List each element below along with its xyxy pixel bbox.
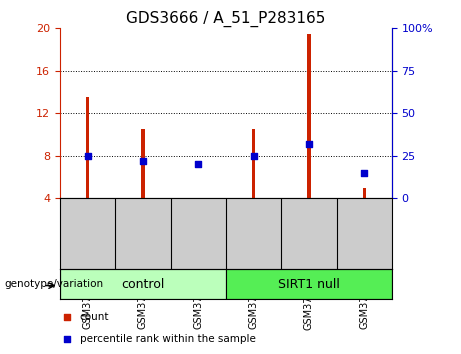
Title: GDS3666 / A_51_P283165: GDS3666 / A_51_P283165 <box>126 11 325 27</box>
Text: genotype/variation: genotype/variation <box>5 279 104 289</box>
Bar <box>86 97 89 198</box>
Text: control: control <box>121 278 165 291</box>
Bar <box>141 129 145 198</box>
Bar <box>226 269 392 299</box>
Point <box>84 153 91 159</box>
Point <box>63 336 70 342</box>
Text: SIRT1 null: SIRT1 null <box>278 278 340 291</box>
Point <box>195 161 202 167</box>
Bar <box>252 129 255 198</box>
Bar <box>362 188 366 198</box>
Text: count: count <box>80 312 109 322</box>
Point <box>361 170 368 176</box>
Text: percentile rank within the sample: percentile rank within the sample <box>80 334 256 344</box>
Point <box>250 153 257 159</box>
Point <box>305 141 313 147</box>
Bar <box>60 269 226 299</box>
Point <box>63 314 70 320</box>
Point <box>139 158 147 164</box>
Bar <box>307 34 311 198</box>
